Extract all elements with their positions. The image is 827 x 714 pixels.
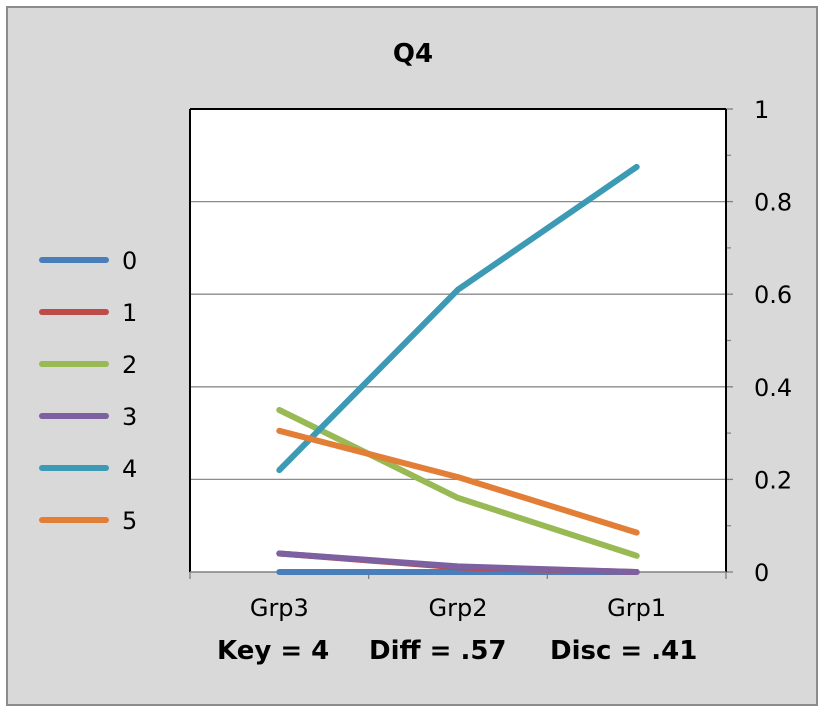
series-lines [276, 163, 640, 575]
axes: 0 0.2 0.4 0.6 0.8 1 Grp3 Grp2 Grp1 [189, 96, 792, 622]
series-line-5 [276, 427, 640, 536]
y-tick-label: 0 [754, 559, 769, 587]
footer-disc: Disc = .41 [550, 636, 697, 666]
chart-frame: Q4 0 0.2 0.4 0.6 0.8 1 Grp3 Grp2 Grp1 0 1 2 3 4 5 Key… [6, 6, 818, 706]
plot-area [190, 109, 726, 572]
legend-label: 4 [122, 455, 137, 483]
footer-key: Key = 4 [217, 636, 329, 666]
legend-label: 1 [122, 299, 137, 327]
legend-label: 0 [122, 247, 137, 275]
series-line-4 [276, 163, 640, 474]
chart: Q4 0 0.2 0.4 0.6 0.8 1 Grp3 Grp2 Grp1 0 1 2 3 4 5 Key… [39, 39, 792, 666]
y-tick-label: 0.6 [754, 281, 792, 309]
y-tick-label: 1 [754, 96, 769, 124]
legend-label: 5 [122, 507, 137, 535]
y-tick-label: 0.8 [754, 189, 792, 217]
legend-label: 3 [122, 403, 137, 431]
y-tick-label: 0.2 [754, 466, 792, 494]
footer-diff: Diff = .57 [369, 636, 507, 666]
legend: 0 1 2 3 4 5 [39, 247, 137, 535]
legend-label: 2 [122, 351, 137, 379]
y-tick-label: 0.4 [754, 374, 792, 402]
chart-title: Q4 [393, 39, 433, 69]
series-line-3 [276, 550, 640, 575]
x-tick-label: Grp3 [250, 594, 309, 622]
x-tick-label: Grp1 [607, 594, 666, 622]
x-tick-label: Grp2 [429, 594, 488, 622]
series-line-2 [276, 407, 640, 559]
